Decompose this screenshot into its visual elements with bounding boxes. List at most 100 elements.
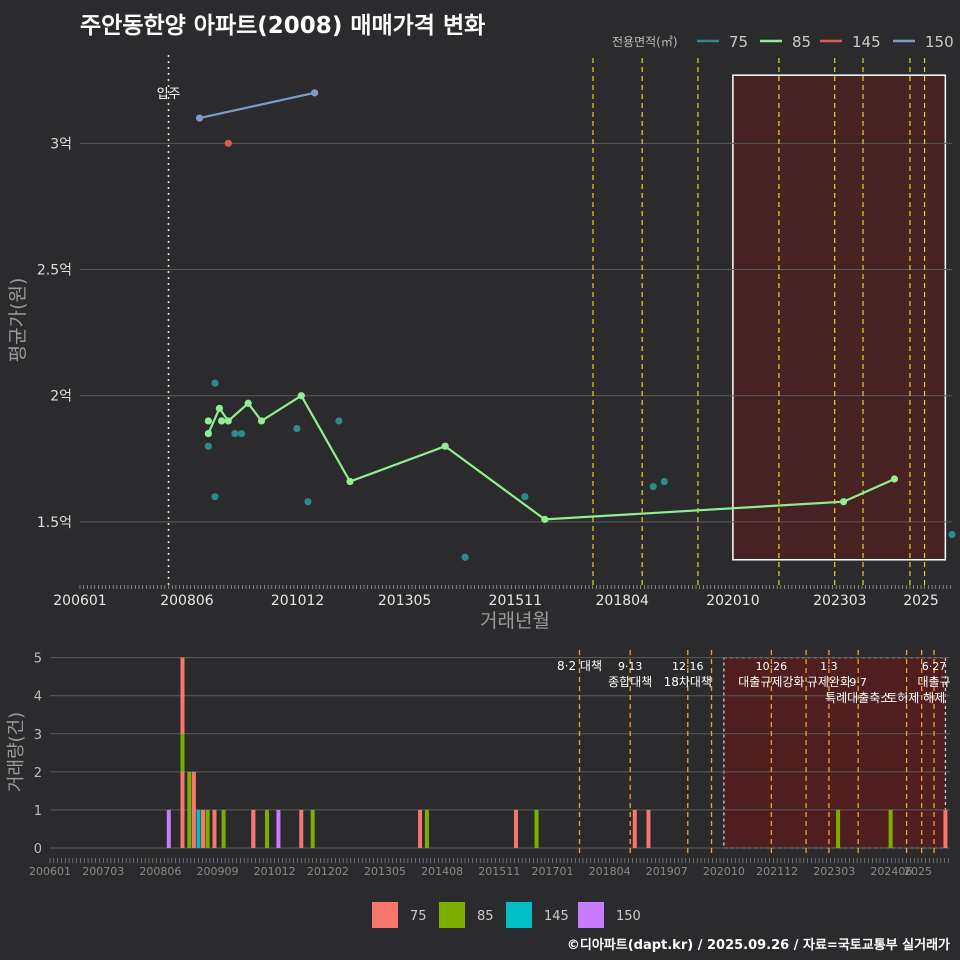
bottom-y-tick-label: 3 <box>34 728 42 743</box>
bar-85 <box>221 809 226 848</box>
bottom-x-tick-label: 201907 <box>646 865 688 878</box>
series-75-point <box>948 530 956 539</box>
bar-75 <box>212 809 217 848</box>
series-75-point <box>204 442 212 450</box>
bottom-x-tick-label: 202112 <box>756 865 798 878</box>
bar-75 <box>180 771 185 848</box>
bottom-y-tick-label: 2 <box>34 766 42 781</box>
series-85-point <box>244 399 252 407</box>
top-y-tick-label: 2억 <box>50 389 72 405</box>
bar-85 <box>265 809 270 848</box>
policy-annotation: 대출규제강화 <box>738 675 804 689</box>
series-75-point <box>211 379 219 387</box>
series-75-point <box>521 493 529 501</box>
top-y-tick-label: 1.5억 <box>37 515 72 531</box>
top-x-tick-label: 202010 <box>706 593 759 609</box>
bottom-legend-label-145: 145 <box>544 909 569 924</box>
legend-label-145: 145 <box>852 33 881 51</box>
bar-85 <box>310 809 315 848</box>
policy-annotation: 규제완화 <box>807 675 851 689</box>
series-75-point <box>649 482 657 491</box>
bar-85 <box>187 771 192 848</box>
bottom-x-tick-label: 200806 <box>139 865 181 878</box>
bottom-x-tick-label: 202010 <box>703 865 745 878</box>
bar-75 <box>299 809 304 848</box>
bottom-legend-label-150: 150 <box>616 909 641 924</box>
bar-75 <box>646 809 651 848</box>
bottom-x-tick-label: 201305 <box>364 865 406 878</box>
bottom-x-tick-label: 202303 <box>813 865 855 878</box>
series-75-point <box>335 417 343 425</box>
top-x-tick-label: 201511 <box>489 593 542 609</box>
bottom-x-tick-label: 201701 <box>532 865 574 878</box>
bar-85 <box>205 809 210 848</box>
series-75-point <box>461 553 469 561</box>
policy-annotation: 6·27 <box>922 660 947 673</box>
top-x-axis-title: 거래년월 <box>480 610 550 632</box>
top-x-tick-label: 200601 <box>53 593 106 609</box>
series-85-point <box>257 417 266 425</box>
policy-annotation: 1·3 <box>820 660 838 673</box>
series-150-line <box>199 91 315 120</box>
series-85-point <box>224 417 232 425</box>
bottom-legend-label-75: 75 <box>410 909 427 924</box>
legend-label-85: 85 <box>792 33 811 51</box>
bottom-legend-swatch-85 <box>439 902 465 928</box>
top-y-tick-label: 2.5억 <box>37 263 72 279</box>
series-85-point <box>890 475 899 483</box>
series-85-point <box>541 515 549 523</box>
series-75-point <box>304 498 312 506</box>
chart-title: 주안동한양 아파트(2008) 매매가격 변화 <box>80 13 486 39</box>
bottom-x-tick-label: 200601 <box>29 865 71 878</box>
bar-85 <box>424 809 429 848</box>
series-145-point <box>224 139 232 147</box>
top-y-axis-title: 평균가(원) <box>7 278 29 363</box>
bottom-x-tick-label: 201408 <box>421 865 463 878</box>
bar-75 <box>251 809 256 848</box>
bar-85 <box>888 809 893 848</box>
series-85-point <box>346 477 354 486</box>
bottom-y-tick-label: 1 <box>34 804 42 819</box>
bottom-y-tick-label: 0 <box>34 842 42 857</box>
series-75-point <box>237 429 246 438</box>
bar-75 <box>632 809 637 848</box>
bottom-x-tick-label: 201202 <box>307 865 349 878</box>
bottom-legend-swatch-145 <box>506 902 532 928</box>
series-75-point <box>211 493 219 501</box>
bottom-x-tick-label: 201511 <box>478 865 520 878</box>
bar-85 <box>534 809 539 848</box>
bar-145 <box>196 809 201 848</box>
bottom-legend-label-85: 85 <box>477 909 494 924</box>
bar-75 <box>418 809 423 848</box>
bottom-x-tick-label: 202406 <box>870 865 912 878</box>
series-85-point <box>297 392 305 400</box>
bottom-legend-swatch-75 <box>372 902 398 928</box>
series-85-point <box>204 417 212 425</box>
bar-75 <box>201 809 206 848</box>
bar-75 <box>513 809 518 848</box>
policy-annotation: 특례대출축소 <box>825 691 891 705</box>
bottom-x-tick-label: 200703 <box>82 865 124 878</box>
bar-150 <box>276 809 281 848</box>
bar-85 <box>836 809 841 848</box>
top-x-tick-label: 201012 <box>271 593 324 609</box>
bottom-x-tick-label: 2025 <box>904 865 932 878</box>
bottom-highlight-region <box>723 656 947 849</box>
legend-label-150: 150 <box>925 33 954 51</box>
top-x-tick-label: 2025 <box>903 593 939 609</box>
policy-annotation: 9·13 <box>618 660 643 673</box>
top-y-tick-label: 3억 <box>50 136 72 152</box>
series-85-point <box>215 404 224 412</box>
policy-annotation: 대출규 <box>917 675 950 689</box>
credit-text: ©디아파트(dapt.kr) / 2025.09.26 / 자료=국토교통부 실… <box>566 938 950 953</box>
bottom-y-axis-title: 거래량(건) <box>6 712 27 792</box>
series-85-point <box>441 442 449 450</box>
series-75-point <box>293 424 301 433</box>
legend-label-75: 75 <box>729 33 748 51</box>
policy-annotation: 종합대책 <box>608 674 652 689</box>
series-85-point <box>839 498 848 506</box>
bar-150 <box>166 809 171 848</box>
series-150-point <box>310 89 319 97</box>
bottom-y-tick-label: 4 <box>34 690 42 705</box>
